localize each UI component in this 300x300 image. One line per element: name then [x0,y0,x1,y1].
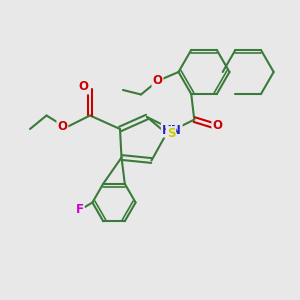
Text: O: O [57,119,68,133]
Text: O: O [152,74,163,88]
Text: F: F [76,202,84,216]
Text: O: O [212,119,222,132]
Text: O: O [78,80,88,94]
Text: S: S [167,127,175,140]
Text: HN: HN [162,124,182,136]
